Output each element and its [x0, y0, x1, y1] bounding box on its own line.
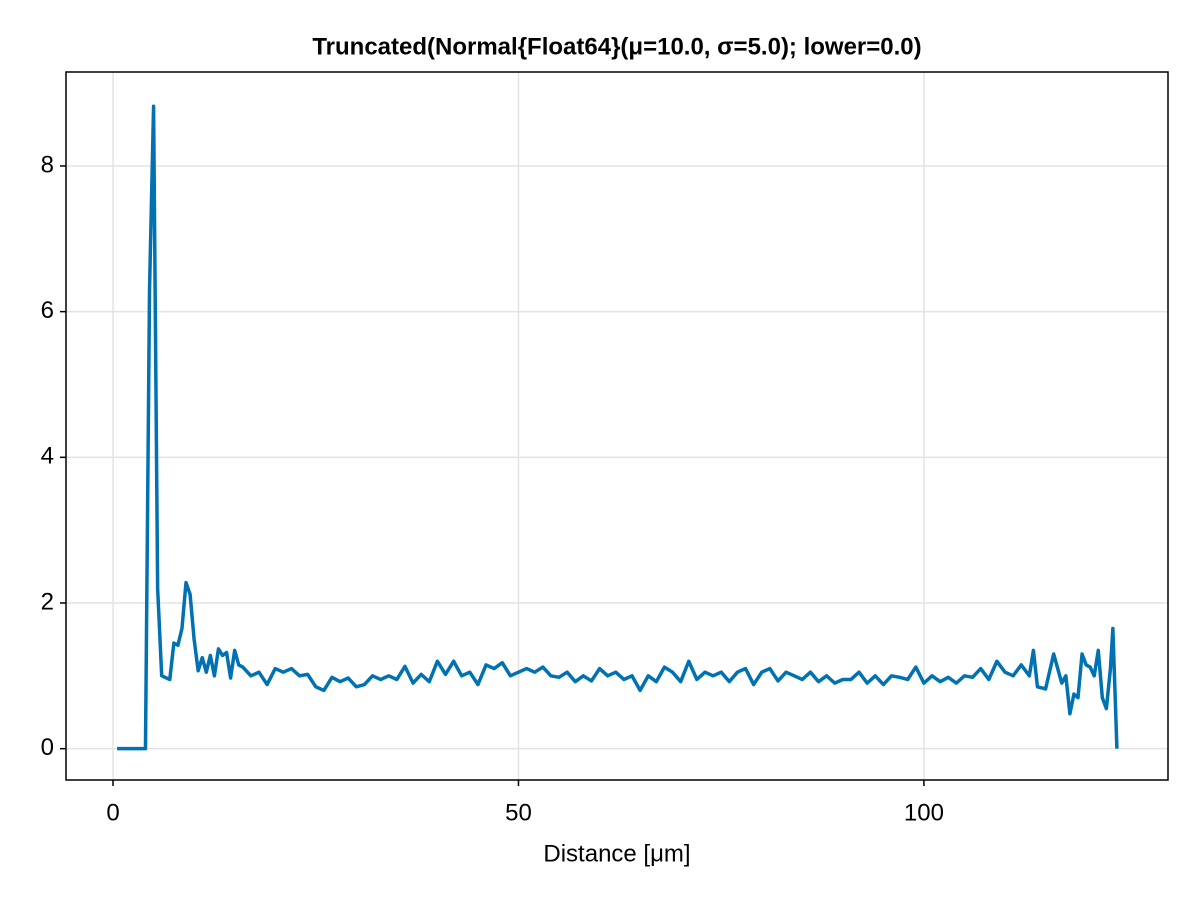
data-line [117, 104, 1119, 751]
chart-title: Truncated(Normal{Float64}(μ=10.0, σ=5.0)… [312, 33, 921, 60]
x-tick-label: 100 [904, 799, 944, 826]
x-tick-label: 50 [505, 799, 532, 826]
x-tick-label: 0 [106, 799, 119, 826]
y-tick-label: 4 [41, 443, 54, 470]
y-tick-label: 8 [41, 151, 54, 178]
y-tick-label: 0 [41, 734, 54, 761]
y-tick-label: 2 [41, 588, 54, 615]
plot-frame [65, 71, 1169, 781]
y-tick-label: 6 [41, 297, 54, 324]
x-axis-label: Distance [μm] [543, 840, 690, 867]
